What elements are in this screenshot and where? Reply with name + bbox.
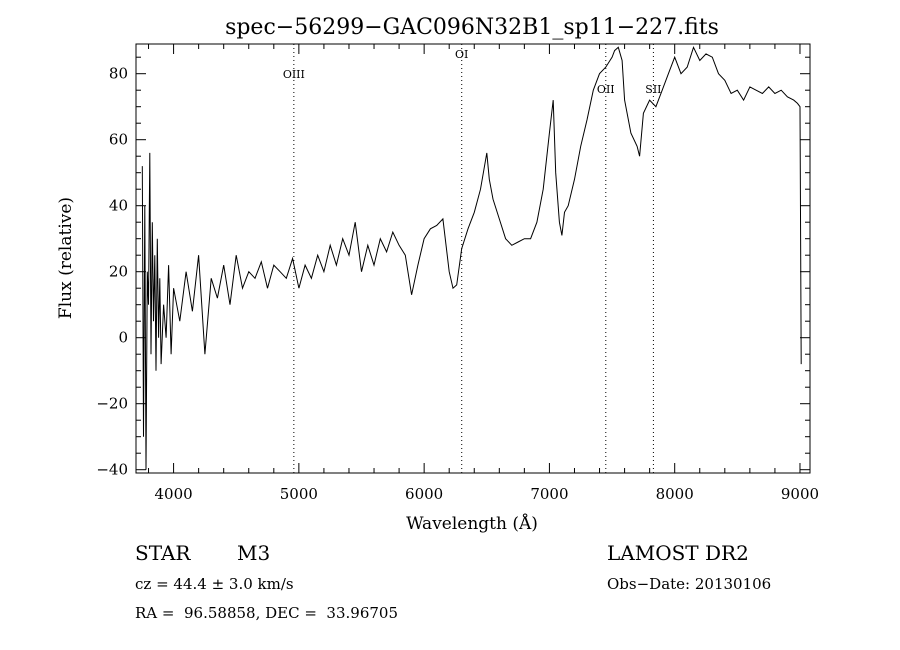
emission-line-label: OII — [597, 83, 615, 96]
x-tick-label: 5000 — [280, 485, 318, 503]
object-subclass: M3 — [237, 541, 271, 565]
x-tick-label: 6000 — [405, 485, 443, 503]
coordinates: RA = 96.58858, DEC = 33.96705 — [135, 604, 399, 622]
survey-name: LAMOST DR2 — [607, 541, 749, 565]
emission-line-label: OI — [455, 48, 468, 61]
emission-line-markers: OIII OI OII SII — [283, 44, 662, 473]
spectrum-chart: spec−56299−GAC096N32B1_sp11−227.fits 400… — [56, 15, 819, 534]
redshift-velocity: cz = 44.4 ± 3.0 km/s — [135, 575, 294, 593]
y-tick-label: −40 — [96, 461, 128, 479]
emission-line-label: SII — [645, 83, 661, 96]
x-tick-label: 7000 — [530, 485, 568, 503]
y-tick-label: 60 — [109, 131, 128, 149]
plot-frame — [135, 43, 811, 474]
observation-date: Obs−Date: 20130106 — [607, 575, 772, 593]
y-tick-label: 0 — [118, 329, 128, 347]
y-tick-label: 80 — [109, 65, 128, 83]
chart-title: spec−56299−GAC096N32B1_sp11−227.fits — [225, 15, 719, 40]
y-tick-label: 40 — [109, 197, 128, 215]
y-axis-label: Flux (relative) — [56, 197, 76, 319]
x-tick-label: 4000 — [154, 485, 192, 503]
spectrum-series-line — [141, 45, 802, 470]
y-tick-label: −20 — [96, 395, 128, 413]
x-tick-label: 8000 — [656, 485, 694, 503]
x-axis-label: Wavelength (Å) — [406, 513, 538, 534]
object-type: STAR — [135, 541, 191, 565]
y-tick-label: 20 — [109, 263, 128, 281]
emission-line-label: OIII — [283, 68, 305, 81]
x-tick-label: 9000 — [781, 485, 819, 503]
axes: 4000 5000 6000 7000 8000 9000 −40 −20 0 20 40 60 80 — [96, 43, 819, 503]
